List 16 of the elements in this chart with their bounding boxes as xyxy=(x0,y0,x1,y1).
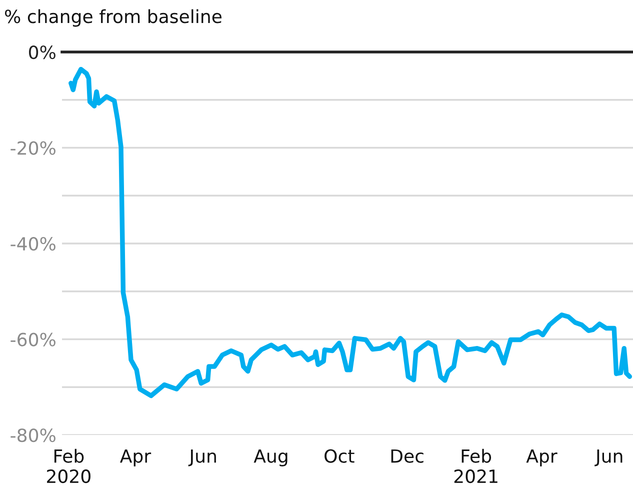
x-tick-label: Feb 2021 xyxy=(454,448,498,484)
x-tick-label: Aug xyxy=(254,449,288,466)
line-series xyxy=(68,66,632,398)
x-tick-label: Feb 2020 xyxy=(47,448,90,484)
y-tick-label: 0% xyxy=(28,45,56,60)
x-tick-label: Dec xyxy=(391,449,424,463)
x-tick-label: Jun xyxy=(594,449,622,466)
x-tick-label: Apr xyxy=(120,449,152,466)
y-axis-title: % change from baseline xyxy=(4,9,222,27)
y-tick-label: -60% xyxy=(10,332,56,346)
y-tick-label: -20% xyxy=(10,141,56,155)
x-tick-label: Oct xyxy=(324,449,354,463)
x-tick-label: Jun xyxy=(188,449,216,466)
y-tick-label: -40% xyxy=(10,236,56,251)
x-tick-label: Apr xyxy=(526,449,558,466)
y-tick-label: -80% xyxy=(10,428,56,442)
